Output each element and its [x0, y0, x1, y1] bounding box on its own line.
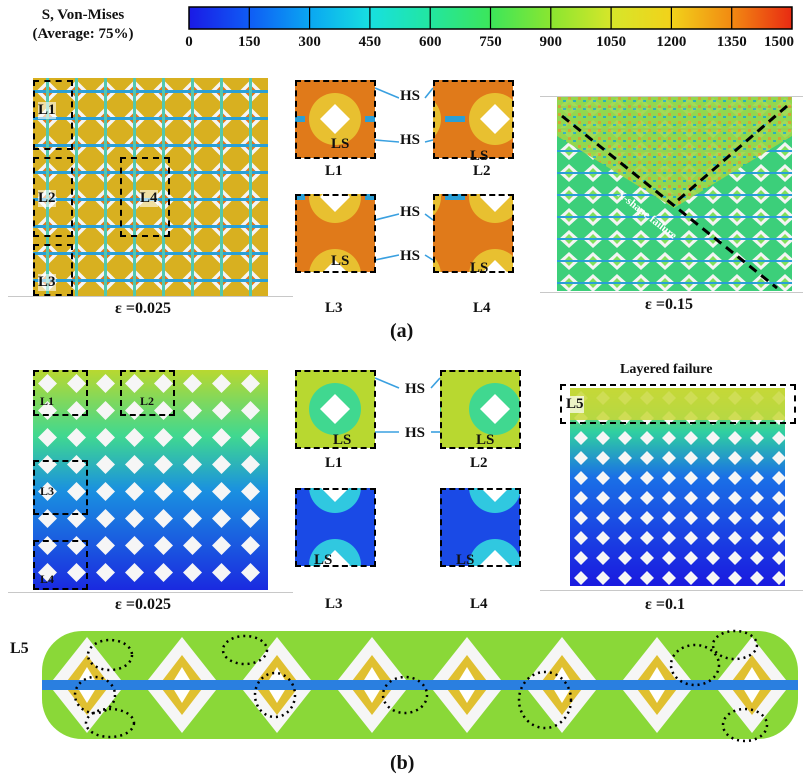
lattice-a-right-graphic [557, 96, 792, 291]
zoom-b-l4-box [440, 488, 521, 567]
ls-label-b1: LS [333, 432, 351, 449]
baseline-a-right-bottom [540, 292, 803, 293]
strain-b-left: ε =0.025 [115, 596, 171, 614]
hs-label-a2: HS [399, 132, 421, 149]
zoom-a-l3-label: L3 [325, 300, 343, 317]
hs-label-a1: HS [399, 88, 421, 105]
strain-a-right: ε =0.15 [645, 296, 693, 314]
box-b-l1-label: L1 [40, 394, 54, 409]
l5-strip [40, 625, 800, 745]
color-scale-ticks: 0 150 300 450 600 750 900 1050 1200 1350 1500 [0, 34, 803, 54]
hs-label-a3: HS [399, 204, 421, 221]
zoom-a-l4-label: L4 [473, 300, 491, 317]
zoom-b-l4-label: L4 [470, 596, 488, 613]
box-b-l2-label: L2 [140, 394, 154, 409]
scale-tick-label: 1050 [581, 34, 641, 51]
scale-tick-label: 900 [521, 34, 581, 51]
box-a-l2-label: L2 [38, 190, 56, 207]
lattice-a-right [557, 96, 792, 291]
layered-failure-title: Layered failure [620, 362, 712, 378]
baseline-b-left [8, 592, 293, 593]
l5-side-label: L5 [10, 640, 29, 658]
l5-strip-graphic [40, 625, 800, 745]
baseline-a-left [8, 296, 293, 297]
panel-b-label: (b) [390, 752, 414, 775]
ls-label-b4: LS [456, 552, 474, 569]
scale-tick-label: 750 [461, 34, 521, 51]
box-a-l4-label: L4 [140, 190, 158, 207]
scale-tick-label: 0 [159, 34, 219, 51]
baseline-b-right [540, 590, 803, 591]
zoom-b-l2-label: L2 [470, 455, 488, 472]
baseline-a-right [540, 96, 803, 97]
zoom-b-l1-label: L1 [325, 455, 343, 472]
strain-b-right: ε =0.1 [645, 596, 685, 614]
box-a-l1-label: L1 [38, 102, 56, 119]
strain-a-left: ε =0.025 [115, 300, 171, 318]
hs-label-a4: HS [399, 248, 421, 265]
box-b-l4-label: L4 [40, 572, 54, 587]
scale-tick-label: 1500 [749, 34, 803, 51]
ls-label-a3: LS [331, 253, 349, 270]
color-scale-bar [188, 6, 793, 30]
scale-tick-label: 150 [219, 34, 279, 51]
scale-tick-label: 300 [280, 34, 340, 51]
zoom-a-l2-label: L2 [473, 163, 491, 180]
zoom-a-l1-label: L1 [325, 163, 343, 180]
ls-label-a4: LS [470, 260, 488, 277]
zoom-b-l3-box [295, 488, 376, 567]
ls-label-a1: LS [331, 136, 349, 153]
hs-label-b1: HS [404, 381, 426, 398]
ls-label-b3: LS [314, 552, 332, 569]
ls-label-b2: LS [476, 432, 494, 449]
legend-title-line1: S, Von-Mises [8, 6, 158, 25]
scale-tick-label: 1200 [641, 34, 701, 51]
box-b-l5-label: L5 [566, 396, 584, 413]
box-b-l1 [33, 370, 88, 416]
hs-label-b2: HS [404, 425, 426, 442]
box-b-l3-label: L3 [40, 484, 54, 499]
box-b-l5 [560, 384, 796, 424]
panel-a-label: (a) [390, 320, 413, 343]
scale-tick-label: 450 [340, 34, 400, 51]
scale-tick-label: 600 [400, 34, 460, 51]
box-a-l3-label: L3 [38, 274, 56, 291]
box-b-l2 [120, 370, 175, 416]
zoom-b-l3-label: L3 [325, 596, 343, 613]
